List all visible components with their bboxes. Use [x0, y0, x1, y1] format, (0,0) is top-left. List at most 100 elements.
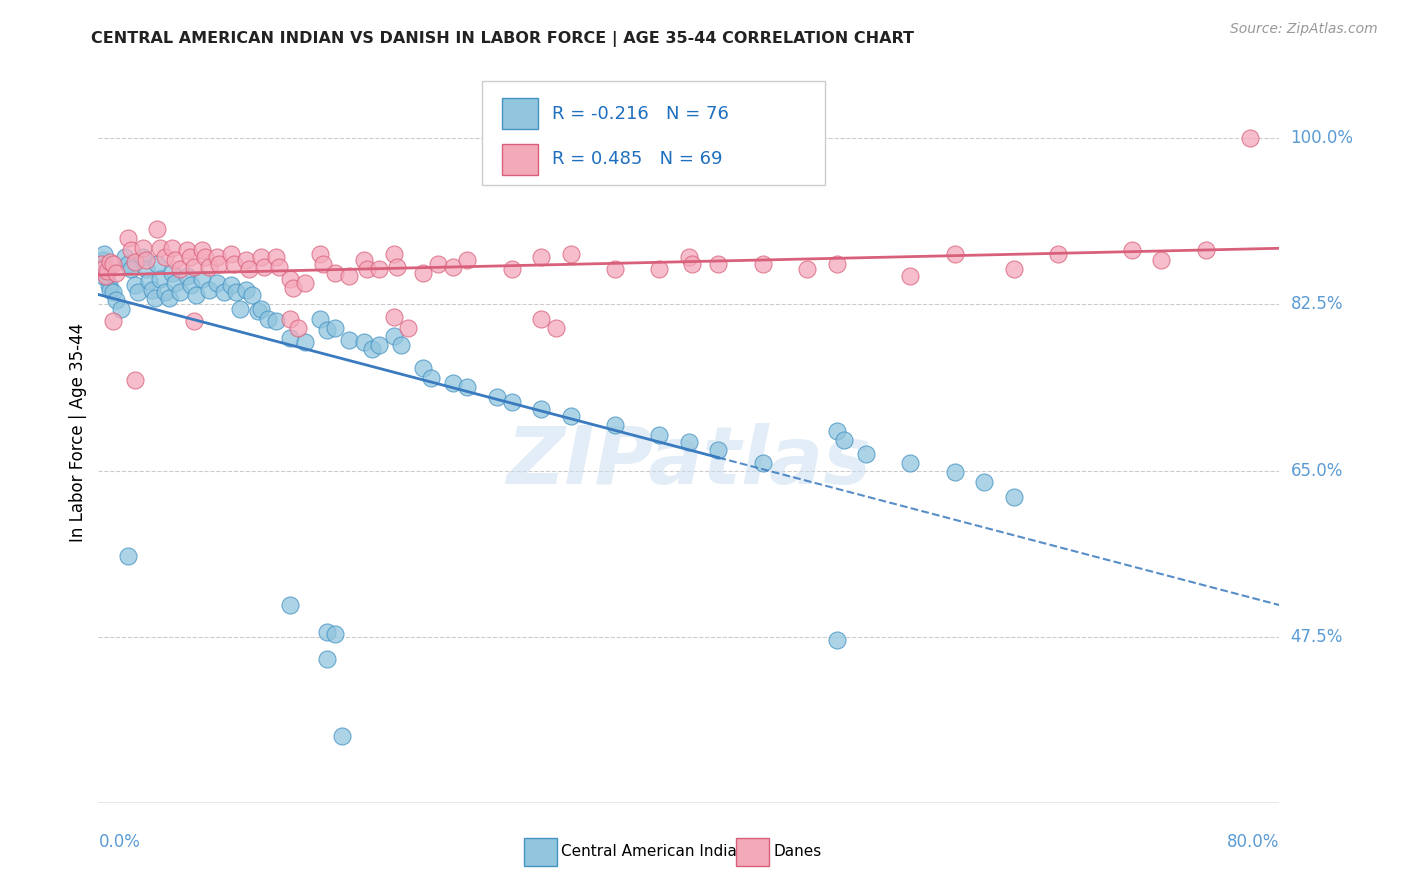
- Point: [560, 247, 582, 261]
- Point: [280, 331, 302, 345]
- Bar: [502, 144, 537, 175]
- Point: [132, 240, 155, 254]
- Point: [165, 276, 187, 290]
- Point: [530, 311, 553, 326]
- Point: [183, 313, 205, 327]
- Point: [91, 252, 114, 267]
- Point: [91, 268, 114, 283]
- Point: [1002, 262, 1025, 277]
- Point: [280, 272, 302, 286]
- Point: [398, 321, 420, 335]
- Point: [149, 272, 172, 286]
- Point: [264, 250, 287, 264]
- Point: [530, 250, 553, 264]
- Y-axis label: In Labor Force | Age 35-44: In Labor Force | Age 35-44: [69, 323, 87, 542]
- Point: [110, 302, 132, 317]
- Point: [287, 321, 309, 335]
- Point: [309, 247, 332, 261]
- Point: [546, 321, 568, 335]
- Point: [191, 244, 214, 258]
- Point: [98, 283, 121, 297]
- Point: [1150, 252, 1173, 267]
- Point: [224, 257, 246, 271]
- Point: [205, 250, 228, 264]
- Point: [146, 257, 169, 271]
- Point: [169, 262, 191, 277]
- Point: [146, 221, 169, 235]
- Point: [648, 262, 671, 277]
- Point: [560, 409, 582, 423]
- Point: [250, 250, 273, 264]
- Point: [900, 456, 922, 470]
- Point: [117, 231, 139, 245]
- Point: [114, 250, 136, 264]
- Text: Source: ZipAtlas.com: Source: ZipAtlas.com: [1230, 22, 1378, 37]
- Point: [96, 264, 118, 278]
- Point: [280, 599, 302, 613]
- Point: [208, 257, 231, 271]
- Point: [283, 281, 305, 295]
- Point: [382, 310, 405, 324]
- Point: [1002, 490, 1025, 504]
- Point: [316, 624, 339, 639]
- Point: [250, 302, 273, 317]
- Point: [120, 262, 142, 277]
- Point: [943, 247, 966, 261]
- Point: [294, 335, 316, 350]
- Point: [176, 268, 198, 283]
- Point: [382, 328, 405, 343]
- Point: [257, 311, 280, 326]
- Point: [143, 291, 166, 305]
- Point: [678, 435, 700, 450]
- Point: [225, 285, 247, 300]
- Text: 80.0%: 80.0%: [1227, 833, 1279, 851]
- Point: [419, 370, 441, 384]
- Point: [162, 266, 183, 280]
- Point: [441, 376, 464, 391]
- Point: [681, 257, 703, 271]
- Point: [973, 475, 995, 489]
- Point: [707, 442, 730, 457]
- Point: [412, 266, 434, 280]
- Point: [124, 278, 146, 293]
- Point: [339, 268, 361, 283]
- Point: [382, 247, 405, 261]
- Point: [135, 252, 157, 267]
- Point: [412, 361, 434, 376]
- Point: [368, 262, 391, 277]
- Point: [360, 342, 382, 356]
- Point: [191, 272, 214, 286]
- Point: [323, 627, 346, 641]
- Point: [353, 252, 375, 267]
- Point: [389, 338, 412, 352]
- Point: [1046, 247, 1070, 261]
- Point: [1195, 244, 1218, 258]
- Point: [132, 250, 155, 264]
- Bar: [502, 98, 537, 129]
- Point: [707, 257, 730, 271]
- Text: 65.0%: 65.0%: [1291, 461, 1343, 480]
- Point: [235, 252, 257, 267]
- Point: [221, 247, 243, 261]
- Point: [339, 333, 361, 347]
- Point: [94, 268, 117, 282]
- Point: [235, 283, 257, 297]
- Point: [93, 247, 115, 261]
- Point: [427, 257, 450, 271]
- Point: [457, 380, 479, 394]
- Point: [127, 285, 149, 300]
- Point: [330, 730, 353, 744]
- Point: [124, 373, 146, 387]
- Point: [90, 258, 112, 272]
- Point: [194, 250, 217, 264]
- Point: [198, 283, 221, 297]
- Text: 82.5%: 82.5%: [1291, 295, 1343, 313]
- Point: [97, 278, 120, 293]
- Point: [501, 395, 523, 409]
- Point: [124, 254, 146, 268]
- Bar: [523, 838, 557, 866]
- Point: [205, 276, 228, 290]
- Point: [605, 417, 627, 432]
- Text: ZIPatlas: ZIPatlas: [506, 423, 872, 501]
- Point: [138, 274, 160, 288]
